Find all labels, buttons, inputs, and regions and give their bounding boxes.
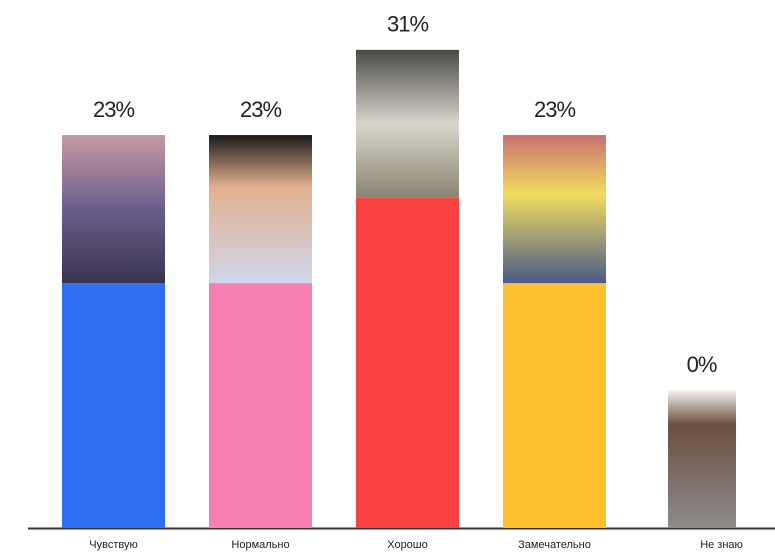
bar — [209, 283, 312, 528]
x-tick-label: Чувствую — [89, 539, 137, 551]
gif-image — [668, 390, 736, 528]
x-tick-label: Нормально — [231, 539, 289, 551]
value-label: 0% — [687, 352, 717, 377]
bar — [503, 283, 606, 528]
value-label: 31% — [387, 12, 428, 37]
bar — [62, 283, 165, 528]
x-tick-label: Замечательно — [518, 539, 591, 551]
x-tick-label: Не знаю — [700, 539, 743, 551]
x-tick-label: Хорошо — [387, 539, 428, 551]
gif-image — [503, 135, 606, 284]
value-label: 23% — [93, 97, 134, 122]
value-label: 23% — [240, 97, 281, 122]
gif-image — [356, 49, 459, 198]
gif-image — [62, 135, 165, 284]
value-label: 23% — [534, 97, 575, 122]
bar — [356, 197, 459, 528]
gif-image — [209, 135, 312, 284]
